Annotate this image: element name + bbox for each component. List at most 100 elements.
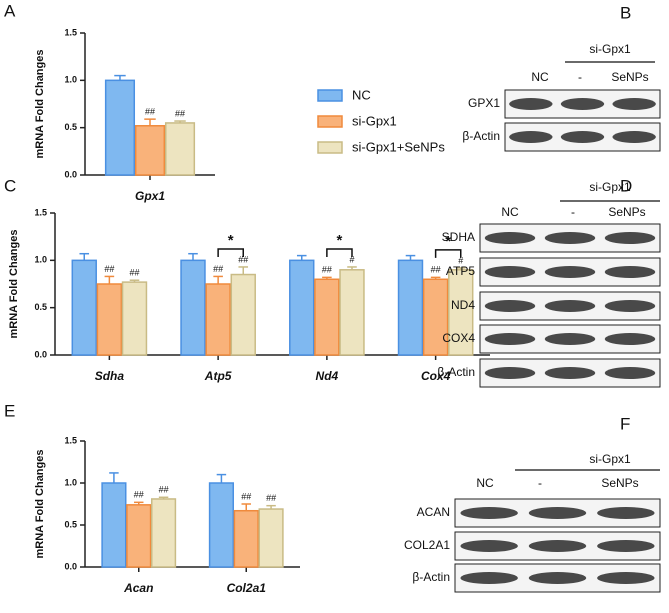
- panel-label: E: [4, 401, 15, 420]
- lane-label: -: [571, 205, 575, 219]
- lane-label: -: [538, 476, 542, 490]
- band: [597, 572, 655, 584]
- band: [484, 232, 536, 244]
- band: [528, 540, 587, 552]
- x-tick-label: Nd4: [316, 369, 339, 383]
- annotation: ##: [104, 264, 114, 274]
- row-label: ND4: [451, 298, 475, 312]
- bar: [233, 509, 259, 568]
- y-tick-label: 1.0: [64, 75, 77, 85]
- row-label: SDHA: [442, 230, 475, 244]
- row-label: ACAN: [417, 505, 450, 519]
- bar: [126, 504, 152, 568]
- band: [560, 98, 605, 110]
- sig-label: *: [228, 232, 234, 249]
- annotation: ##: [175, 108, 185, 118]
- band: [604, 333, 656, 345]
- bar: [151, 498, 177, 568]
- band: [604, 232, 656, 244]
- annotation: ##: [241, 491, 251, 501]
- band: [612, 98, 656, 110]
- row-label: GPX1: [468, 96, 500, 110]
- band: [597, 507, 655, 519]
- lane-label: -: [578, 70, 582, 84]
- bar: [339, 269, 365, 356]
- lane-label: SeNPs: [601, 476, 638, 490]
- y-axis-label: mRNA Fold Changes: [34, 450, 46, 559]
- annotation: ##: [322, 265, 332, 275]
- band: [604, 266, 656, 278]
- band: [484, 300, 536, 312]
- x-tick-label: Gpx1: [135, 189, 165, 203]
- annotation: #: [349, 254, 354, 264]
- legend-label: si-Gpx1: [352, 113, 397, 128]
- bar: [134, 125, 166, 176]
- band: [560, 131, 605, 143]
- y-tick-label: 0.5: [64, 519, 77, 529]
- panel-label: D: [620, 176, 632, 195]
- lane-label: NC: [476, 476, 494, 490]
- y-tick-label: 0.0: [34, 349, 47, 359]
- annotation: ##: [134, 490, 144, 500]
- x-tick-label: Acan: [123, 581, 153, 595]
- x-tick-label: Col2a1: [227, 581, 267, 595]
- bar: [230, 273, 256, 356]
- lane-label: SeNPs: [611, 70, 648, 84]
- annotation: ##: [266, 493, 276, 503]
- legend-swatch: [317, 115, 343, 128]
- band: [460, 507, 518, 519]
- band: [509, 131, 553, 143]
- bar: [397, 259, 424, 356]
- group-label: si-Gpx1: [589, 452, 631, 466]
- band: [528, 507, 587, 519]
- row-label: COX4: [442, 331, 475, 345]
- panel-label: A: [4, 1, 16, 20]
- lane-label: NC: [531, 70, 549, 84]
- row-label: β-Actin: [462, 129, 500, 143]
- row-label: ATP5: [446, 264, 475, 278]
- annotation: ##: [238, 254, 248, 264]
- annotation: ##: [145, 107, 155, 117]
- band: [528, 572, 587, 584]
- legend-swatch: [317, 89, 343, 102]
- band: [597, 540, 655, 552]
- band: [544, 333, 596, 345]
- y-tick-label: 1.5: [34, 207, 47, 217]
- annotation: #: [458, 255, 463, 265]
- x-tick-label: Atp5: [204, 369, 232, 383]
- y-axis-label: mRNA Fold Changes: [8, 230, 20, 339]
- bar: [121, 281, 148, 356]
- row-label: COL2A1: [404, 538, 450, 552]
- bar: [208, 482, 234, 568]
- band: [509, 98, 553, 110]
- bar: [205, 283, 231, 356]
- bar: [104, 79, 136, 176]
- x-tick-label: Cox4: [421, 369, 451, 383]
- y-tick-label: 0.5: [64, 122, 77, 132]
- bar: [314, 278, 340, 356]
- band: [484, 266, 536, 278]
- y-tick-label: 1.5: [64, 435, 77, 445]
- group-label: si-Gpx1: [589, 42, 631, 56]
- annotation: ##: [129, 268, 139, 278]
- sig-bracket: [434, 249, 462, 258]
- y-tick-label: 1.0: [64, 477, 77, 487]
- legend-swatch: [317, 141, 343, 154]
- bar: [96, 283, 123, 356]
- band: [544, 300, 596, 312]
- sig-bracket: [217, 248, 244, 257]
- y-tick-label: 0.5: [34, 302, 47, 312]
- lane-label: SeNPs: [608, 205, 645, 219]
- lane-label: NC: [501, 205, 519, 219]
- bar: [180, 259, 206, 356]
- bar: [101, 482, 127, 568]
- band: [604, 300, 656, 312]
- bar: [258, 508, 284, 568]
- band: [460, 540, 518, 552]
- y-axis-label: mRNA Fold Changes: [34, 50, 46, 159]
- band: [460, 572, 518, 584]
- panel-label: B: [620, 3, 631, 22]
- legend-label: si-Gpx1+SeNPs: [352, 139, 445, 154]
- band: [484, 367, 536, 379]
